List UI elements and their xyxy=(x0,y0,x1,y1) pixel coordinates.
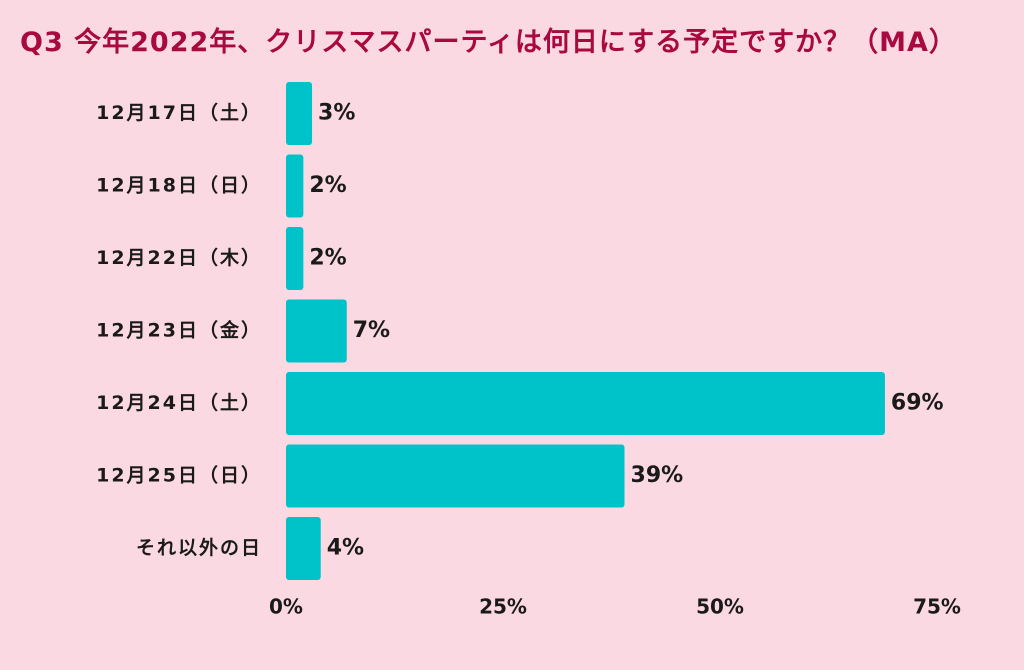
bar-4 xyxy=(286,372,885,435)
value-label: 2% xyxy=(309,173,346,198)
value-label: 3% xyxy=(318,101,355,126)
category-label: 12月23日（金） xyxy=(96,319,262,342)
bar-1 xyxy=(286,154,304,218)
x-tick-label: 0% xyxy=(269,595,303,619)
value-label: 39% xyxy=(631,463,684,488)
category-label: 12月24日（土） xyxy=(96,391,262,414)
category-label: 12月17日（土） xyxy=(96,101,262,124)
x-tick-label: 50% xyxy=(696,595,744,619)
chart-title: Q3 今年2022年、クリスマスパーティは何日にする予定ですか？（MA） xyxy=(20,27,957,58)
x-tick-label: 25% xyxy=(479,595,527,619)
value-label: 2% xyxy=(309,246,346,271)
bar-6 xyxy=(286,517,321,580)
value-label: 7% xyxy=(353,318,390,343)
bar-5 xyxy=(286,444,625,508)
bar-2 xyxy=(286,227,304,290)
category-label: それ以外の日 xyxy=(136,536,262,559)
value-label: 4% xyxy=(327,536,364,561)
category-label: 12月22日（木） xyxy=(96,246,262,269)
category-label: 12月25日（日） xyxy=(96,464,262,487)
x-tick-label: 75% xyxy=(913,595,961,619)
bar-3 xyxy=(286,299,347,363)
category-label: 12月18日（日） xyxy=(96,174,262,197)
bar-0 xyxy=(286,82,313,145)
value-label: 69% xyxy=(891,391,944,416)
